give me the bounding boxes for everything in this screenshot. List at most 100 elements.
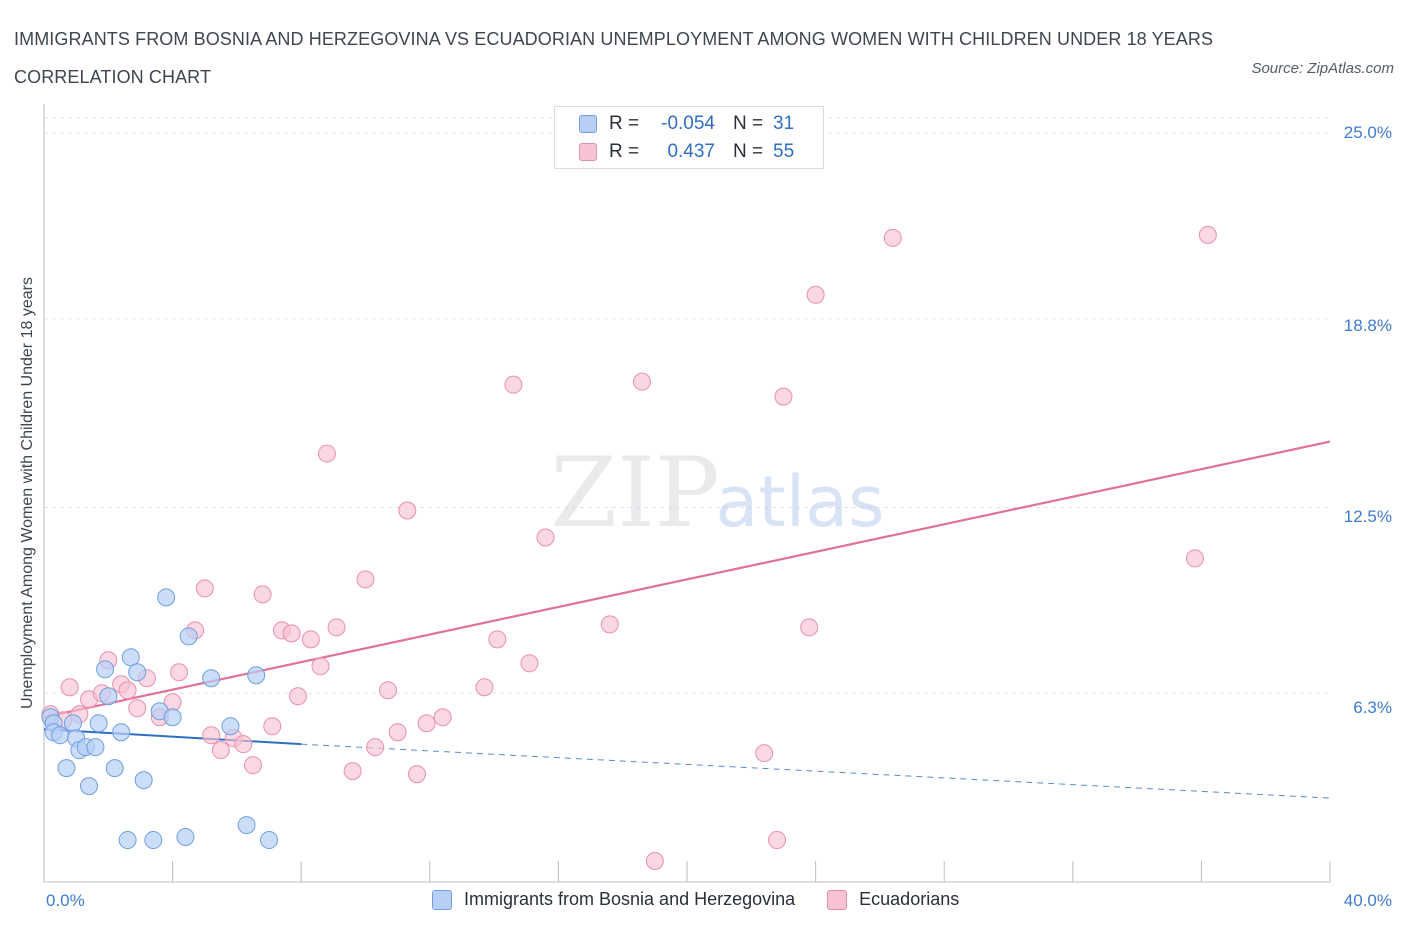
legend-r-label: R = bbox=[609, 141, 640, 162]
data-point-ecuador bbox=[520, 654, 539, 673]
data-point-ecuador bbox=[632, 372, 651, 391]
data-point-bosnia bbox=[157, 588, 176, 607]
data-point-bosnia bbox=[51, 726, 70, 745]
watermark-zip: ZIP bbox=[550, 437, 719, 549]
data-point-ecuador bbox=[755, 744, 774, 763]
data-point-bosnia bbox=[128, 663, 147, 682]
data-point-bosnia bbox=[237, 816, 256, 835]
data-point-ecuador bbox=[806, 285, 825, 304]
series-swatch-bosnia bbox=[432, 889, 452, 910]
data-point-bosnia bbox=[118, 831, 137, 850]
axes bbox=[43, 104, 1331, 883]
data-point-ecuador bbox=[388, 723, 407, 742]
data-point-bosnia bbox=[134, 771, 153, 790]
data-point-ecuador bbox=[243, 756, 262, 775]
data-point-ecuador bbox=[60, 678, 79, 697]
data-point-bosnia bbox=[96, 660, 115, 679]
y-tick-label: 6.3% bbox=[1353, 698, 1392, 717]
series-legend-label: Immigrants from Bosnia and Herzegovina bbox=[464, 889, 796, 909]
series-legend-label: Ecuadorians bbox=[859, 889, 960, 909]
legend-row-bosnia: R = -0.054 N = 31 bbox=[579, 111, 794, 137]
data-point-ecuador bbox=[170, 663, 189, 682]
series-legend-item-ecuador[interactable]: Ecuadorians bbox=[827, 889, 959, 910]
data-point-ecuador bbox=[407, 765, 426, 784]
data-point-bosnia bbox=[179, 627, 198, 646]
data-point-bosnia bbox=[144, 831, 163, 850]
data-point-ecuador bbox=[282, 624, 301, 643]
data-point-ecuador bbox=[768, 831, 787, 850]
watermark-atlas: atlas bbox=[715, 461, 884, 543]
legend-r-value: 0.437 bbox=[667, 141, 715, 162]
data-point-ecuador bbox=[343, 762, 362, 781]
data-point-ecuador bbox=[118, 681, 137, 700]
legend-n-value: 55 bbox=[773, 141, 795, 162]
data-point-ecuador bbox=[311, 657, 330, 676]
data-point-bosnia bbox=[57, 759, 76, 778]
data-point-ecuador bbox=[253, 585, 272, 604]
y-tick-label: 12.5% bbox=[1343, 507, 1392, 526]
data-point-bosnia bbox=[112, 723, 131, 742]
data-point-ecuador bbox=[379, 681, 398, 700]
series-legend-item-bosnia[interactable]: Immigrants from Bosnia and Herzegovina bbox=[432, 889, 795, 910]
x-tick-label-min: 0.0% bbox=[46, 891, 85, 910]
data-point-ecuador bbox=[536, 528, 555, 547]
data-point-ecuador bbox=[1185, 549, 1204, 568]
data-point-ecuador bbox=[800, 618, 819, 637]
data-point-ecuador bbox=[327, 618, 346, 637]
legend-n-label: N = bbox=[733, 141, 764, 162]
data-point-ecuador bbox=[211, 741, 230, 760]
data-point-bosnia bbox=[121, 648, 140, 667]
chart-title: IMMIGRANTS FROM BOSNIA AND HERZEGOVINA V… bbox=[14, 29, 1214, 87]
legend-row-ecuador: R = 0.437 N = 55 bbox=[579, 139, 794, 165]
legend-r-label: R = bbox=[609, 113, 640, 134]
data-point-ecuador bbox=[433, 708, 452, 727]
data-point-ecuador bbox=[883, 228, 902, 247]
data-point-ecuador bbox=[504, 375, 523, 394]
data-point-ecuador bbox=[288, 687, 307, 706]
data-point-bosnia bbox=[247, 666, 266, 685]
data-point-ecuador bbox=[645, 852, 664, 871]
data-point-ecuador bbox=[417, 714, 436, 733]
legend-swatch-ecuador bbox=[579, 143, 597, 161]
y-tick-label: 18.8% bbox=[1343, 316, 1392, 335]
legend-n-value: 31 bbox=[773, 113, 795, 134]
data-point-ecuador bbox=[195, 579, 214, 598]
data-point-bosnia bbox=[260, 831, 279, 850]
data-point-ecuador bbox=[301, 630, 320, 649]
source-label: Source: ZipAtlas.com bbox=[1251, 60, 1394, 77]
data-point-bosnia bbox=[221, 717, 240, 736]
legend-swatch-bosnia bbox=[579, 115, 597, 133]
data-point-ecuador bbox=[600, 615, 619, 634]
data-point-ecuador bbox=[356, 570, 375, 589]
legend-r-value: -0.054 bbox=[661, 113, 715, 134]
data-point-bosnia bbox=[163, 708, 182, 727]
data-point-bosnia bbox=[86, 738, 105, 757]
data-points bbox=[41, 225, 1217, 871]
data-point-ecuador bbox=[317, 444, 336, 463]
x-tick-label-max: 40.0% bbox=[1343, 891, 1392, 910]
y-tick-label: 25.0% bbox=[1343, 123, 1392, 142]
data-point-ecuador bbox=[366, 738, 385, 757]
data-point-bosnia bbox=[89, 714, 108, 733]
data-point-ecuador bbox=[774, 387, 793, 406]
data-point-ecuador bbox=[1198, 225, 1217, 244]
data-point-ecuador bbox=[398, 501, 417, 520]
trendline-bosnia bbox=[43, 728, 302, 746]
data-point-bosnia bbox=[202, 669, 221, 688]
data-point-bosnia bbox=[80, 777, 99, 796]
data-point-bosnia bbox=[99, 687, 118, 706]
legend-n-label: N = bbox=[733, 113, 764, 134]
data-point-bosnia bbox=[63, 714, 82, 733]
data-point-ecuador bbox=[475, 678, 494, 697]
data-point-ecuador bbox=[234, 735, 253, 754]
data-point-bosnia bbox=[176, 828, 195, 847]
data-point-bosnia bbox=[105, 759, 124, 778]
correlation-legend: R = -0.054 N = 31 R = 0.437 N = 55 bbox=[554, 106, 824, 169]
series-legend: Immigrants from Bosnia and Herzegovina E… bbox=[432, 889, 991, 910]
data-point-ecuador bbox=[488, 630, 507, 649]
data-point-ecuador bbox=[128, 699, 147, 718]
trendline-bosnia-extension bbox=[301, 743, 1331, 799]
data-point-ecuador bbox=[202, 726, 221, 745]
gridlines bbox=[44, 117, 1330, 694]
data-point-ecuador bbox=[263, 717, 282, 736]
